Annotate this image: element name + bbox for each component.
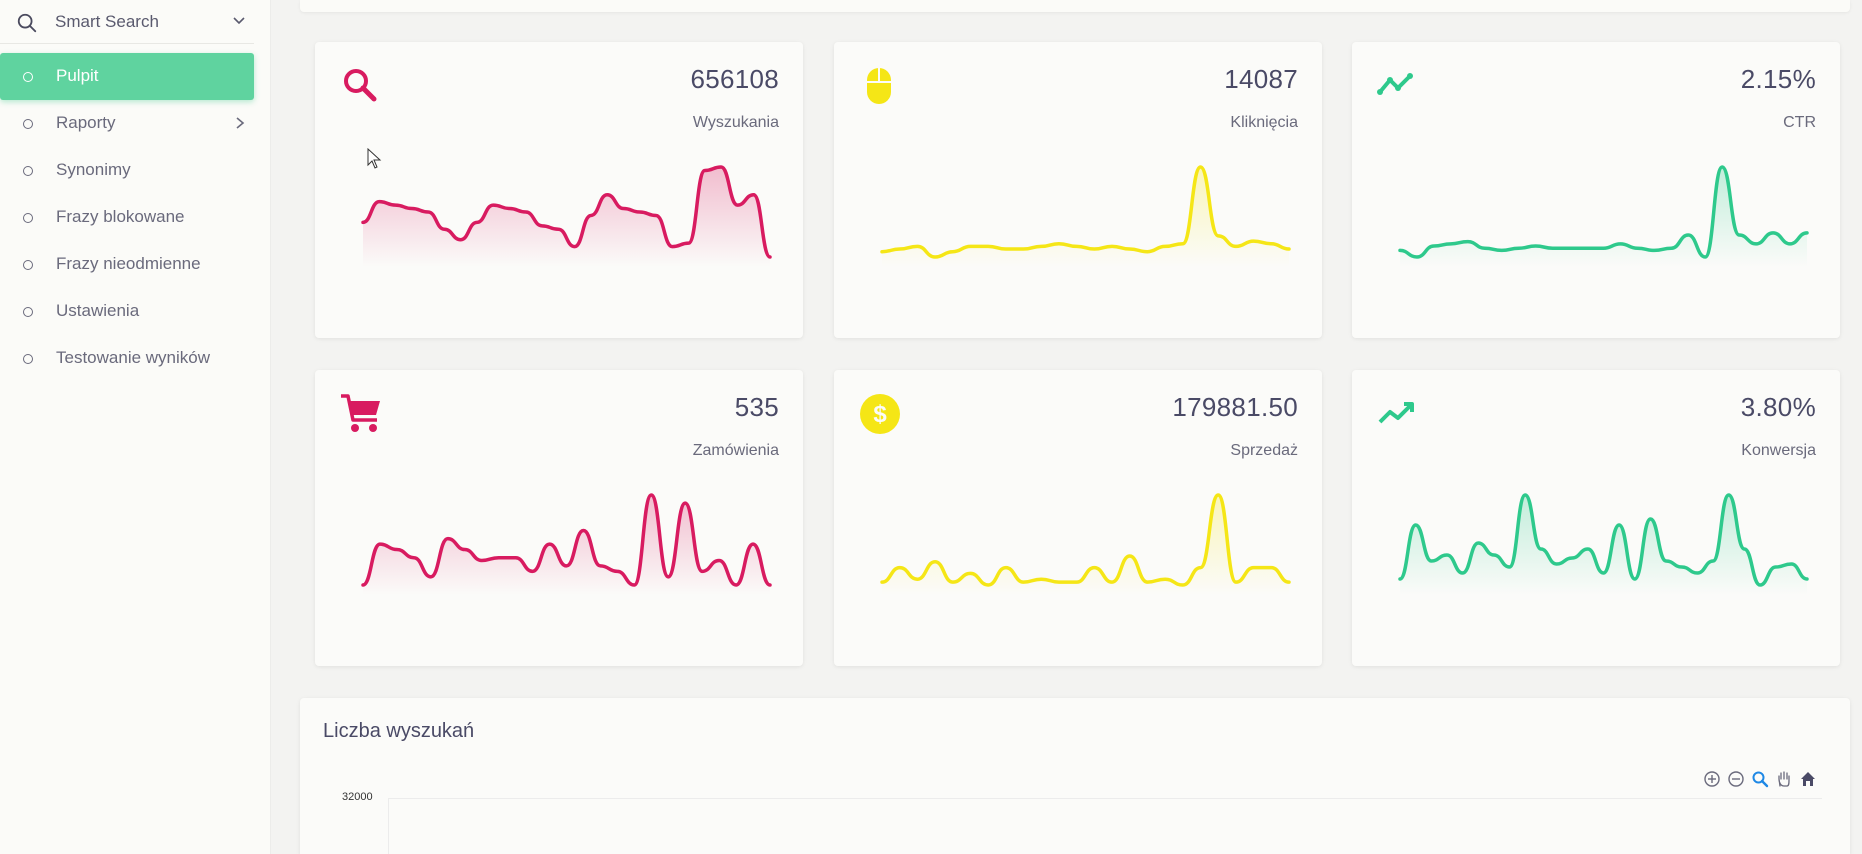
- dollar-icon: $: [860, 394, 900, 434]
- home-reset-icon[interactable]: [1799, 770, 1817, 788]
- pan-hand-icon[interactable]: [1775, 770, 1793, 788]
- sparkline-area: [882, 167, 1289, 267]
- sidebar-item-label: Ustawienia: [56, 301, 140, 320]
- sparkline-area: [363, 167, 770, 267]
- sparkline-chart: [1398, 165, 1809, 267]
- stat-value: 535: [734, 392, 779, 422]
- stat-label: Sprzedaż: [1230, 442, 1298, 459]
- sparkline-line: [880, 165, 1291, 259]
- circle-icon: [23, 260, 33, 270]
- zoom-in-icon[interactable]: [1703, 770, 1721, 788]
- sidebar: Smart Search Pulpit Raporty Synonimy Fra…: [0, 0, 271, 854]
- stat-label: CTR: [1783, 114, 1816, 131]
- sidebar-item-label: Frazy blokowane: [56, 207, 185, 226]
- sparkline-line: [1398, 493, 1809, 587]
- smart-search-selector[interactable]: Smart Search: [0, 0, 254, 44]
- stat-card-zamowienia: 535 Zamówienia: [315, 370, 803, 666]
- circle-icon: [23, 119, 33, 129]
- cart-icon: [341, 394, 380, 432]
- sidebar-item-label: Pulpit: [56, 66, 99, 85]
- sidebar-item-label: Frazy nieodmienne: [56, 254, 201, 273]
- sparkline-line: [361, 493, 772, 587]
- mouse-icon: [867, 68, 891, 104]
- stat-value: 656108: [690, 64, 779, 94]
- search-icon: [344, 69, 377, 102]
- sparkline-line: [361, 165, 772, 259]
- sparkline-chart: [1398, 493, 1809, 595]
- sparkline-chart: [880, 493, 1291, 595]
- sidebar-item-pulpit[interactable]: Pulpit: [0, 53, 254, 100]
- smart-search-label: Smart Search: [55, 12, 159, 31]
- stat-card-ctr: 2.15% CTR: [1352, 42, 1840, 338]
- sparkline-line: [880, 493, 1291, 587]
- chart-title: Liczba wyszukań: [323, 720, 475, 742]
- sidebar-nav: Pulpit Raporty Synonimy Frazy blokowane …: [0, 53, 254, 382]
- circle-icon: [23, 72, 33, 82]
- plot-area: [388, 798, 1822, 854]
- stat-value: 2.15%: [1740, 64, 1816, 94]
- trending-up-icon: [1378, 402, 1414, 424]
- stat-label: Konwersja: [1741, 442, 1816, 459]
- zoom-out-icon[interactable]: [1727, 770, 1745, 788]
- sparkline-chart: [361, 493, 772, 595]
- trend-line-icon: [1377, 73, 1413, 95]
- sparkline-line: [1398, 165, 1809, 259]
- top-panel-edge: [300, 0, 1850, 12]
- stat-value: 3.80%: [1740, 392, 1816, 422]
- sparkline-area: [1400, 167, 1807, 267]
- circle-icon: [23, 307, 33, 317]
- sidebar-item-synonimy[interactable]: Synonimy: [0, 147, 254, 194]
- stat-card-konwersja: 3.80% Konwersja: [1352, 370, 1840, 666]
- searches-chart-panel: Liczba wyszukań 32000: [300, 698, 1850, 854]
- sidebar-item-label: Raporty: [56, 113, 116, 132]
- y-axis-tick: 32000: [342, 791, 373, 803]
- stat-card-klikniecia: 14087 Kliknięcia: [834, 42, 1322, 338]
- stat-label: Kliknięcia: [1230, 114, 1298, 131]
- sparkline-chart: [361, 165, 772, 267]
- stat-card-sprzedaz: $ 179881.50 Sprzedaż: [834, 370, 1322, 666]
- chart-toolbar: [1703, 770, 1817, 788]
- circle-icon: [23, 213, 33, 223]
- circle-icon: [23, 166, 33, 176]
- zoom-selection-icon[interactable]: [1751, 770, 1769, 788]
- stat-label: Zamówienia: [692, 442, 779, 459]
- chevron-right-icon: [236, 117, 245, 129]
- sparkline-area: [363, 495, 770, 595]
- search-icon: [17, 13, 37, 33]
- circle-icon: [23, 354, 33, 364]
- svg-text:$: $: [873, 401, 887, 428]
- sidebar-item-frazy-blokowane[interactable]: Frazy blokowane: [0, 194, 254, 241]
- sidebar-item-frazy-nieodmienne[interactable]: Frazy nieodmienne: [0, 241, 254, 288]
- stat-value: 14087: [1224, 64, 1298, 94]
- sidebar-item-raporty[interactable]: Raporty: [0, 100, 254, 147]
- sidebar-item-testowanie-wynikow[interactable]: Testowanie wyników: [0, 335, 254, 382]
- sparkline-area: [1400, 495, 1807, 595]
- sidebar-item-label: Testowanie wyników: [56, 348, 211, 367]
- stat-card-wyszukania: 656108 Wyszukania: [315, 42, 803, 338]
- chevron-down-icon[interactable]: [232, 14, 246, 28]
- sparkline-chart: [880, 165, 1291, 267]
- sidebar-item-label: Synonimy: [56, 160, 131, 179]
- stat-value: 179881.50: [1172, 392, 1298, 422]
- sidebar-item-ustawienia[interactable]: Ustawienia: [0, 288, 254, 335]
- stat-label: Wyszukania: [692, 114, 779, 131]
